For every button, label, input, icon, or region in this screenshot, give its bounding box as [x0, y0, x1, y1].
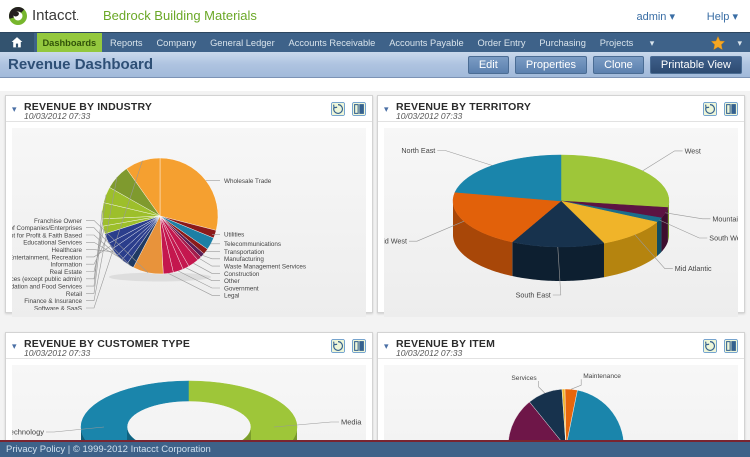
- svg-text:Utilities: Utilities: [224, 232, 244, 239]
- svg-text:Real Estate: Real Estate: [49, 269, 82, 276]
- svg-text:Government: Government: [224, 285, 259, 292]
- svg-text:Not for Profit & Faith Based: Not for Profit & Faith Based: [12, 232, 82, 239]
- svg-text:Educational Services: Educational Services: [23, 240, 82, 247]
- svg-text:Mid Atlantic: Mid Atlantic: [675, 264, 712, 273]
- svg-text:Arts, Entertainment, Recreatio: Arts, Entertainment, Recreation: [12, 254, 82, 261]
- svg-text:Telecommunications: Telecommunications: [224, 241, 281, 248]
- svg-text:North East: North East: [401, 146, 435, 155]
- svg-text:Wholesale Trade: Wholesale Trade: [224, 178, 272, 185]
- svg-text:Finance & Insurance: Finance & Insurance: [24, 298, 82, 305]
- svg-text:West: West: [685, 146, 701, 155]
- svg-text:Software & SaaS: Software & SaaS: [34, 305, 82, 310]
- svg-text:Media: Media: [341, 418, 362, 427]
- svg-text:Franchise Owner: Franchise Owner: [34, 218, 82, 225]
- svg-text:Legal: Legal: [224, 293, 239, 300]
- svg-text:South East: South East: [516, 291, 551, 300]
- svg-text:Transportation: Transportation: [224, 249, 265, 256]
- svg-text:Accommodation and Food Service: Accommodation and Food Services: [12, 284, 82, 291]
- svg-text:South West: South West: [709, 234, 738, 243]
- svg-text:Other Services (except public: Other Services (except public admin): [12, 276, 82, 283]
- svg-text:Retail: Retail: [66, 291, 82, 298]
- svg-text:Construction: Construction: [224, 271, 260, 278]
- svg-text:Services: Services: [511, 375, 537, 382]
- svg-text:Technology: Technology: [12, 428, 44, 437]
- svg-text:Waste Management Services: Waste Management Services: [224, 264, 306, 271]
- svg-text:Mountain: Mountain: [712, 214, 738, 223]
- svg-text:Other: Other: [224, 278, 240, 285]
- svg-text:Maintenance: Maintenance: [583, 373, 621, 380]
- svg-text:Manufacturing: Manufacturing: [224, 256, 264, 263]
- svg-text:Healthcare: Healthcare: [52, 247, 83, 254]
- svg-text:Information: Information: [51, 262, 83, 269]
- svg-text:Management of Companies/Enterp: Management of Companies/Enterprises: [12, 225, 82, 232]
- svg-text:Mid West: Mid West: [384, 237, 407, 246]
